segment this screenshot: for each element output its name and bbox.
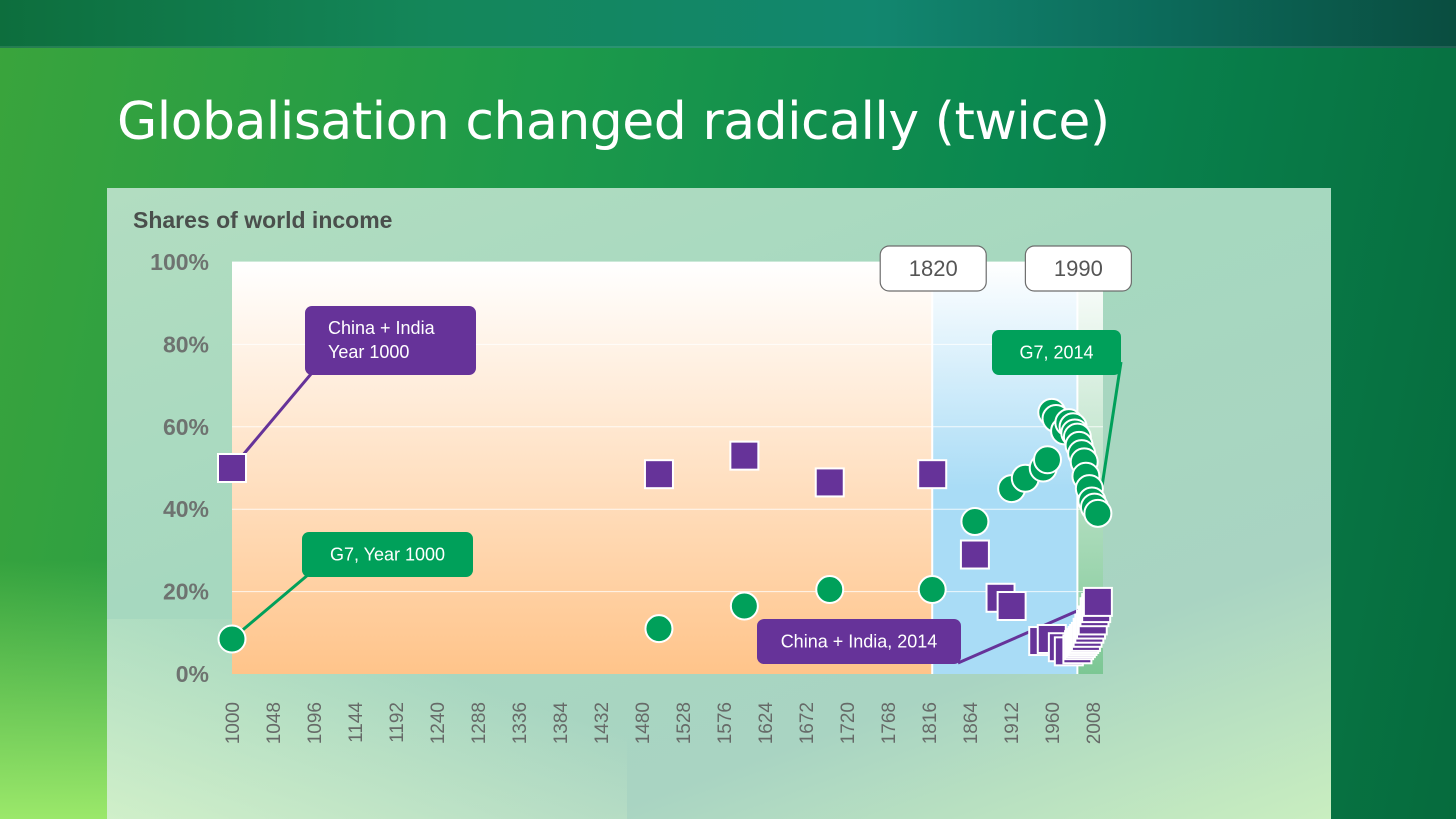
y-tick-label: 0% [176,661,209,687]
x-tick-label: 1672 [797,702,818,744]
era-label: 1820 [909,256,958,281]
x-tick-label: 1720 [838,702,859,744]
x-axis: 1000 1048 1096 1144 1192 1240 1288 1336 1384 1432… [223,702,1105,745]
callout-label: China + India, 2014 [781,632,938,652]
china-india-point [643,459,674,490]
x-tick-label: 1096 [305,702,326,744]
x-tick-label: 1336 [510,702,531,744]
x-tick-label: 1480 [633,702,654,744]
callout-leader-line [231,572,310,641]
callouts: China + India Year 1000 G7, Year 1000 G7, 2… [302,306,1121,664]
callout-label: G7, 2014 [1019,343,1093,363]
callout-box [757,619,961,664]
era-label-box [879,245,987,292]
callout-box [302,532,473,577]
x-tick-label: 1240 [428,702,449,744]
chart-title: Shares of world income [133,207,393,233]
callout-label: Year 1000 [328,342,409,362]
china-india-point [1082,586,1113,617]
g7-point [644,614,674,644]
x-tick-label: 1288 [469,702,490,744]
callout-box [992,330,1121,375]
slide-title: Globalisation changed radically (twice) [117,92,1110,152]
y-tick-label: 40% [163,496,209,522]
x-tick-label: 2008 [1084,702,1105,744]
x-tick-label: 1192 [387,702,408,743]
y-tick-label: 80% [163,331,209,357]
x-tick-label: 1960 [1043,702,1064,744]
g7-point [815,575,845,605]
y-tick-label: 20% [163,579,209,605]
era-markers: 1820 1990 [879,245,1132,674]
x-tick-label: 1432 [592,702,613,744]
g7-point [1083,498,1113,528]
x-tick-label: 1816 [920,702,941,744]
x-tick-label: 1768 [879,702,900,744]
callout-label: China + India [328,318,436,338]
x-tick-label: 1384 [551,702,572,745]
china-india-point [729,440,760,471]
decorative-top-band [0,0,1456,48]
g7-point [729,591,759,621]
x-tick-label: 1528 [674,702,695,744]
y-tick-label: 100% [150,249,209,275]
x-tick-label: 1048 [264,702,285,744]
china-india-point [917,459,948,490]
x-tick-label: 1624 [756,702,777,745]
china-india-point [996,591,1027,622]
x-tick-label: 1912 [1002,702,1023,744]
china-india-point [959,539,990,570]
x-tick-label: 1144 [346,702,367,743]
g7-point [917,575,947,605]
callout-leader-line [230,373,313,469]
g7-point [217,624,247,654]
callout-box [305,306,476,375]
era-label-box [1024,245,1132,292]
g7-point [960,507,990,537]
g7-point [1032,445,1062,475]
callout-label: G7, Year 1000 [330,545,445,565]
x-tick-label: 1000 [223,702,244,744]
x-tick-label: 1864 [961,702,982,745]
data-marks [217,397,1113,667]
china-india-point [217,453,247,483]
callout-leader-line [957,600,1099,665]
y-axis: 0% 20% 40% 60% 80% 100% [150,249,209,687]
y-tick-label: 60% [163,414,209,440]
x-tick-label: 1576 [715,702,736,744]
china-india-point [814,467,845,498]
era-label: 1990 [1054,256,1103,281]
